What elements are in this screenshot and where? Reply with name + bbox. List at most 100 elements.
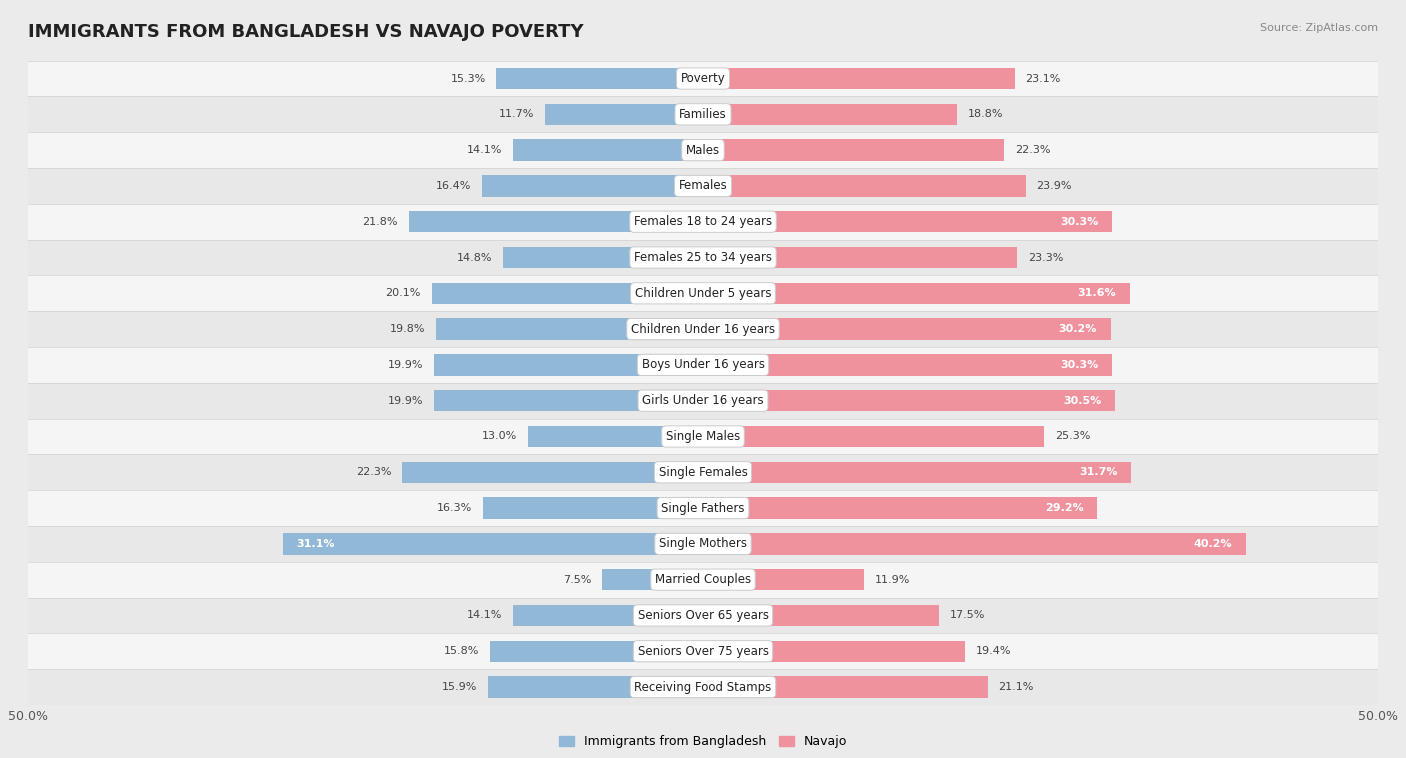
Bar [434, 354, 703, 376]
Text: 31.6%: 31.6% [1077, 288, 1116, 299]
Bar [703, 676, 988, 698]
Text: Poverty: Poverty [681, 72, 725, 85]
Bar [28, 275, 1378, 312]
Bar [703, 569, 863, 590]
Text: Families: Families [679, 108, 727, 121]
Text: 31.7%: 31.7% [1078, 467, 1118, 478]
Bar [703, 426, 1045, 447]
Text: 19.9%: 19.9% [388, 360, 423, 370]
Text: 31.1%: 31.1% [297, 539, 335, 549]
Text: 17.5%: 17.5% [950, 610, 986, 621]
Text: 20.1%: 20.1% [385, 288, 420, 299]
Bar [703, 390, 1115, 412]
Text: 18.8%: 18.8% [967, 109, 1002, 119]
Text: 14.1%: 14.1% [467, 610, 502, 621]
Bar [484, 497, 703, 518]
Text: 16.3%: 16.3% [437, 503, 472, 513]
Bar [703, 139, 1004, 161]
Text: Married Couples: Married Couples [655, 573, 751, 586]
Text: 13.0%: 13.0% [481, 431, 517, 441]
Text: 21.1%: 21.1% [998, 682, 1033, 692]
Text: Seniors Over 75 years: Seniors Over 75 years [637, 645, 769, 658]
Bar [496, 67, 703, 89]
Bar [434, 390, 703, 412]
Bar [28, 347, 1378, 383]
Text: Females 25 to 34 years: Females 25 to 34 years [634, 251, 772, 264]
Bar [703, 104, 956, 125]
Bar [28, 61, 1378, 96]
Text: 7.5%: 7.5% [562, 575, 591, 584]
Text: 30.5%: 30.5% [1063, 396, 1101, 406]
Text: 25.3%: 25.3% [1056, 431, 1091, 441]
Bar [28, 454, 1378, 490]
Text: 30.2%: 30.2% [1059, 324, 1097, 334]
Text: Females: Females [679, 180, 727, 193]
Bar [28, 240, 1378, 275]
Text: Females 18 to 24 years: Females 18 to 24 years [634, 215, 772, 228]
Text: Males: Males [686, 143, 720, 157]
Bar [28, 562, 1378, 597]
Bar [28, 669, 1378, 705]
Bar [28, 204, 1378, 240]
Bar [28, 383, 1378, 418]
Text: Children Under 16 years: Children Under 16 years [631, 323, 775, 336]
Text: 11.7%: 11.7% [499, 109, 534, 119]
Text: Seniors Over 65 years: Seniors Over 65 years [637, 609, 769, 622]
Bar [436, 318, 703, 340]
Text: Single Fathers: Single Fathers [661, 502, 745, 515]
Bar [703, 605, 939, 626]
Bar [28, 312, 1378, 347]
Bar [28, 418, 1378, 454]
Text: 14.1%: 14.1% [467, 145, 502, 155]
Bar [703, 283, 1129, 304]
Bar [488, 676, 703, 698]
Text: 23.1%: 23.1% [1025, 74, 1062, 83]
Text: 15.8%: 15.8% [443, 647, 479, 656]
Bar [703, 354, 1112, 376]
Text: Single Mothers: Single Mothers [659, 537, 747, 550]
Bar [489, 641, 703, 662]
Bar [513, 605, 703, 626]
Text: 23.3%: 23.3% [1028, 252, 1064, 262]
Bar [482, 175, 703, 196]
Bar [703, 175, 1025, 196]
Bar [703, 497, 1097, 518]
Bar [28, 490, 1378, 526]
Bar [432, 283, 703, 304]
Bar [513, 139, 703, 161]
Text: 19.8%: 19.8% [389, 324, 425, 334]
Text: IMMIGRANTS FROM BANGLADESH VS NAVAJO POVERTY: IMMIGRANTS FROM BANGLADESH VS NAVAJO POV… [28, 23, 583, 41]
Text: 29.2%: 29.2% [1045, 503, 1084, 513]
Text: Receiving Food Stamps: Receiving Food Stamps [634, 681, 772, 694]
Text: 40.2%: 40.2% [1194, 539, 1232, 549]
Bar [703, 533, 1246, 555]
Text: 15.9%: 15.9% [443, 682, 478, 692]
Bar [28, 132, 1378, 168]
Bar [703, 247, 1018, 268]
Bar [28, 168, 1378, 204]
Bar [703, 641, 965, 662]
Bar [283, 533, 703, 555]
Text: 30.3%: 30.3% [1060, 217, 1098, 227]
Text: Single Males: Single Males [666, 430, 740, 443]
Text: 19.4%: 19.4% [976, 647, 1011, 656]
Legend: Immigrants from Bangladesh, Navajo: Immigrants from Bangladesh, Navajo [554, 731, 852, 753]
Text: 16.4%: 16.4% [436, 181, 471, 191]
Bar [546, 104, 703, 125]
Bar [28, 597, 1378, 634]
Text: 14.8%: 14.8% [457, 252, 492, 262]
Text: 19.9%: 19.9% [388, 396, 423, 406]
Text: 22.3%: 22.3% [356, 467, 391, 478]
Bar [28, 96, 1378, 132]
Text: 23.9%: 23.9% [1036, 181, 1071, 191]
Bar [409, 211, 703, 233]
Bar [503, 247, 703, 268]
Bar [703, 462, 1130, 483]
Bar [703, 211, 1112, 233]
Bar [527, 426, 703, 447]
Text: 21.8%: 21.8% [363, 217, 398, 227]
Bar [602, 569, 703, 590]
Bar [703, 67, 1015, 89]
Text: 11.9%: 11.9% [875, 575, 910, 584]
Text: 15.3%: 15.3% [450, 74, 485, 83]
